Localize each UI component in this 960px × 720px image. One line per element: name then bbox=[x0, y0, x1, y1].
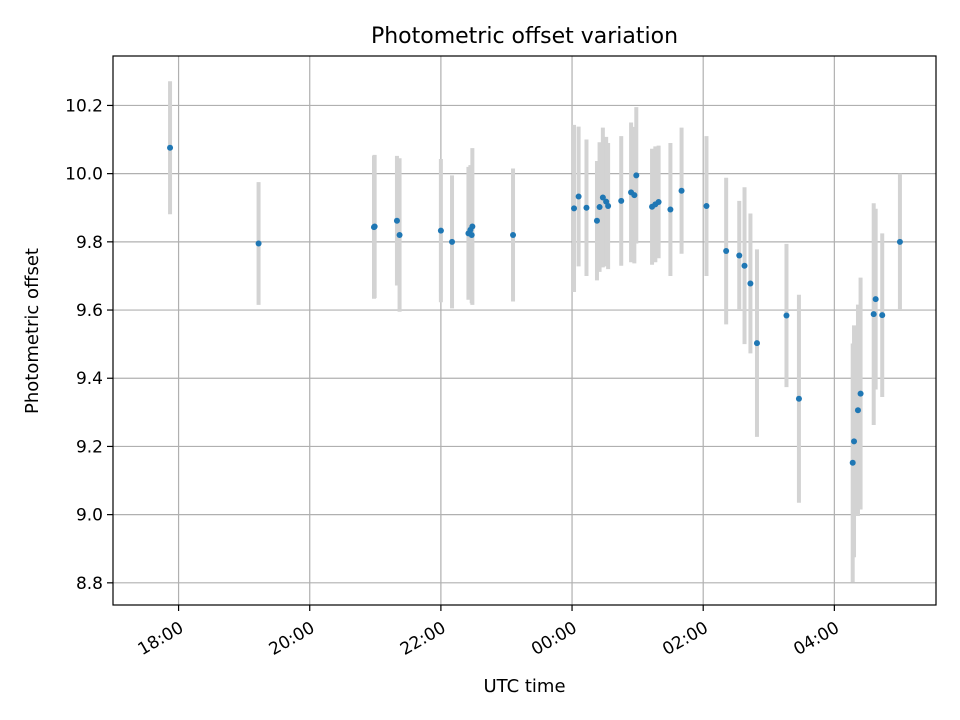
data-point bbox=[255, 240, 262, 247]
data-point bbox=[575, 193, 582, 200]
data-point bbox=[371, 223, 378, 230]
y-tick-label: 10.0 bbox=[65, 165, 103, 185]
y-tick-label: 9.6 bbox=[76, 301, 103, 321]
data-point bbox=[571, 205, 578, 212]
y-axis-ticks: 8.8 9.0 9.2 9.4 9.6 9.8 10.0 10.2 bbox=[65, 96, 113, 594]
data-point bbox=[723, 248, 730, 255]
data-point bbox=[469, 223, 476, 230]
data-point bbox=[167, 144, 174, 151]
y-tick-label: 10.2 bbox=[65, 96, 103, 116]
data-point bbox=[449, 238, 456, 245]
data-point bbox=[849, 459, 856, 466]
y-tick-label: 9.4 bbox=[76, 369, 103, 389]
data-point bbox=[396, 232, 403, 239]
data-point bbox=[599, 194, 606, 201]
grid-lines bbox=[113, 56, 936, 605]
data-point bbox=[437, 227, 444, 234]
x-axis-label: UTC time bbox=[483, 676, 565, 697]
y-tick-label: 9.2 bbox=[76, 437, 103, 457]
data-point bbox=[795, 395, 802, 402]
data-point bbox=[854, 407, 861, 414]
data-point bbox=[783, 312, 790, 319]
y-tick-label: 9.0 bbox=[76, 506, 103, 526]
data-point bbox=[605, 203, 612, 210]
plot-frame bbox=[112, 55, 937, 606]
data-point bbox=[703, 203, 710, 210]
data-point bbox=[510, 232, 517, 239]
data-point bbox=[468, 232, 475, 239]
data-point bbox=[631, 192, 638, 199]
data-markers bbox=[167, 144, 903, 466]
data-point bbox=[667, 206, 674, 213]
data-point bbox=[736, 252, 743, 259]
data-point bbox=[857, 390, 864, 397]
data-point bbox=[851, 438, 858, 445]
data-point bbox=[618, 197, 625, 204]
y-axis-label: Photometric offset bbox=[22, 248, 43, 414]
chart-title: Photometric offset variation bbox=[371, 24, 678, 49]
data-point bbox=[678, 187, 685, 194]
y-tick-label: 9.8 bbox=[76, 233, 103, 253]
data-point bbox=[596, 204, 603, 211]
data-point bbox=[896, 238, 903, 245]
data-point bbox=[741, 262, 748, 269]
data-point bbox=[633, 172, 640, 179]
data-point bbox=[593, 217, 600, 224]
data-point bbox=[872, 296, 879, 303]
data-point bbox=[583, 204, 590, 211]
data-point bbox=[753, 340, 760, 347]
data-point bbox=[393, 217, 400, 224]
data-point bbox=[655, 198, 662, 205]
y-tick-label: 8.8 bbox=[76, 574, 103, 594]
data-point bbox=[879, 312, 886, 319]
data-point bbox=[747, 280, 754, 287]
data-point bbox=[870, 311, 877, 318]
